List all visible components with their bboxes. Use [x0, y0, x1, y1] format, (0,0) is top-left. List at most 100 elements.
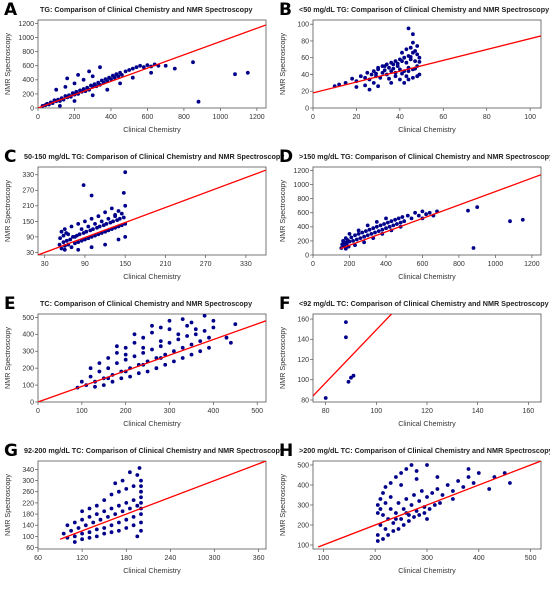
data-point: [163, 63, 168, 68]
data-point: [115, 351, 119, 355]
data-point: [432, 503, 437, 507]
x-tick-label: 270: [200, 261, 212, 268]
data-point: [87, 69, 91, 74]
plot-frame: [37, 460, 267, 550]
data-point: [176, 337, 181, 342]
data-point: [396, 501, 401, 505]
data-point: [393, 59, 398, 63]
data-point: [191, 60, 195, 65]
x-axis-label: Clinical Chemistry: [398, 125, 456, 134]
data-point: [344, 241, 349, 246]
x-tick-label: 90: [81, 261, 89, 268]
data-point: [120, 509, 125, 514]
data-point: [202, 314, 207, 318]
x-tick-label: 500: [251, 408, 263, 415]
data-point: [417, 55, 422, 60]
data-point: [375, 511, 380, 515]
data-point: [427, 507, 432, 511]
y-tick-label: 90: [26, 234, 34, 241]
data-point: [132, 340, 137, 345]
data-point: [344, 320, 348, 324]
data-point: [135, 534, 140, 539]
data-point: [193, 327, 198, 332]
data-point: [349, 235, 354, 240]
data-point: [387, 76, 391, 81]
data-point: [87, 515, 92, 519]
data-point: [425, 495, 429, 499]
y-tick-label: 400: [297, 224, 309, 231]
data-point: [376, 229, 381, 233]
data-point: [72, 520, 77, 525]
data-point: [76, 247, 81, 252]
data-point: [167, 327, 172, 332]
data-point: [81, 77, 86, 82]
y-tick-label: 300: [22, 349, 34, 356]
data-point: [99, 219, 104, 224]
data-point: [424, 212, 428, 217]
data-point: [245, 70, 250, 75]
data-point: [130, 66, 135, 71]
data-point: [367, 87, 372, 92]
data-point: [123, 357, 128, 362]
data-point: [127, 68, 132, 72]
data-point: [430, 491, 435, 495]
data-point: [163, 362, 168, 367]
data-point: [102, 531, 107, 536]
data-point: [371, 69, 376, 73]
x-tick-label: 100: [370, 408, 382, 415]
data-point: [127, 506, 132, 511]
data-point: [69, 528, 73, 533]
data-point: [419, 489, 424, 493]
data-point: [402, 81, 407, 85]
x-axis-label: Clinical Chemistry: [123, 566, 181, 575]
data-point: [398, 57, 402, 62]
y-tick-label: 200: [297, 522, 309, 529]
y-tick-label: 220: [22, 500, 34, 507]
x-tick-label: 200: [369, 555, 381, 562]
data-point: [416, 213, 421, 218]
plot-frame: [37, 19, 267, 109]
data-point: [79, 238, 84, 243]
data-point: [413, 210, 417, 215]
data-layer: [313, 26, 541, 94]
panel-letter: B: [279, 0, 292, 20]
fit-line: [313, 35, 541, 94]
data-point: [104, 222, 109, 226]
data-point: [117, 520, 121, 525]
data-point: [415, 74, 420, 79]
data-point: [347, 232, 352, 236]
data-point: [113, 214, 117, 219]
data-layer: [38, 24, 266, 108]
plot-frame: [37, 313, 267, 403]
data-point: [113, 512, 118, 516]
data-point: [123, 235, 128, 239]
y-axis-label: NMR Spectroscopy: [3, 474, 12, 536]
y-axis-label: NMR Spectroscopy: [278, 474, 287, 536]
data-point: [356, 228, 361, 233]
y-tick-label: 200: [22, 91, 34, 98]
panel-letter: F: [279, 294, 291, 314]
x-tick-label: 200: [344, 261, 356, 268]
x-tick-label: 800: [453, 261, 465, 268]
y-tick-label: 800: [297, 196, 309, 203]
data-point: [365, 223, 370, 228]
data-point: [364, 229, 368, 233]
data-point: [202, 329, 207, 333]
data-point: [106, 366, 111, 371]
data-point: [466, 467, 471, 471]
data-point: [374, 224, 379, 229]
panel-title: TC: Comparison of Clinical Chemistry and…: [40, 299, 253, 308]
panel-d: D >150 mg/dL TG: Comparison of Clinical …: [275, 147, 550, 294]
data-point: [383, 485, 388, 489]
data-point: [233, 322, 238, 327]
data-point: [417, 513, 422, 517]
y-tick-label: 300: [22, 478, 34, 485]
data-point: [344, 335, 348, 340]
data-point: [358, 236, 363, 240]
data-point: [68, 237, 73, 242]
data-point: [89, 245, 94, 250]
x-tick-label: 120: [76, 555, 88, 562]
data-point: [384, 216, 388, 221]
y-tick-label: 400: [22, 332, 34, 339]
plot-area: [312, 166, 542, 256]
